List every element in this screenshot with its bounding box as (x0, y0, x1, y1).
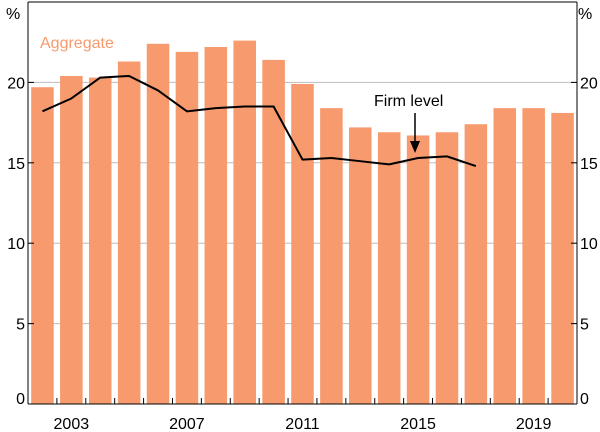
y-tick-label-right: 0 (580, 391, 589, 408)
y-tick-label-right: 15 (580, 156, 598, 173)
aggregate-bar (320, 108, 343, 404)
aggregate-bar (406, 135, 430, 404)
aggregate-bar (349, 127, 372, 405)
aggregate-bar (262, 59, 285, 404)
aggregate-bar (233, 40, 256, 405)
x-tick-label: 2019 (516, 416, 552, 432)
line-layer (42, 74, 477, 167)
y-tick-label-right: 5 (580, 317, 589, 334)
y-unit-left: % (6, 6, 20, 23)
y-tick-label-right: 10 (580, 236, 598, 253)
y-tick-label-left: 10 (7, 236, 25, 253)
x-tick-label: 2007 (169, 416, 205, 432)
aggregate-bar (493, 108, 517, 404)
aggregate-bar (146, 43, 170, 405)
y-tick-label-left: 20 (7, 75, 25, 92)
aggregate-bar (377, 132, 401, 404)
labels-layer: % % Aggregate Firm level 0 0 5 5 10 10 15 15 20 2… (6, 6, 598, 432)
firm-level-line (42, 74, 477, 167)
x-tick-label: 2011 (285, 416, 320, 432)
bars-layer (31, 40, 574, 405)
aggregate-bar (88, 77, 112, 404)
x-tick-label: 2015 (400, 416, 436, 432)
y-unit-right: % (578, 6, 592, 23)
y-tick-label-right: 20 (580, 75, 598, 92)
y-tick-label-left: 0 (16, 391, 25, 408)
aggregate-bar (204, 47, 228, 405)
x-tick-label: 2003 (54, 416, 90, 432)
aggregate-bar (551, 112, 574, 404)
axes-layer (27, 1, 578, 405)
aggregate-bar (522, 108, 545, 404)
y-tick-label-left: 5 (16, 317, 25, 334)
aggregate-bar (60, 75, 83, 404)
y-tick-label-left: 15 (7, 156, 25, 173)
aggregate-bar (175, 51, 199, 404)
aggregate-label: Aggregate (40, 35, 114, 52)
aggregate-bar (464, 124, 488, 405)
arrow-head (410, 141, 420, 153)
aggregate-bar (117, 61, 141, 404)
aggregate-bar (435, 132, 459, 404)
firm-level-label: Firm level (374, 93, 443, 110)
aggregate-bar (291, 84, 314, 404)
firm-level-arrow (410, 113, 420, 153)
aggregate-bar (31, 87, 54, 404)
